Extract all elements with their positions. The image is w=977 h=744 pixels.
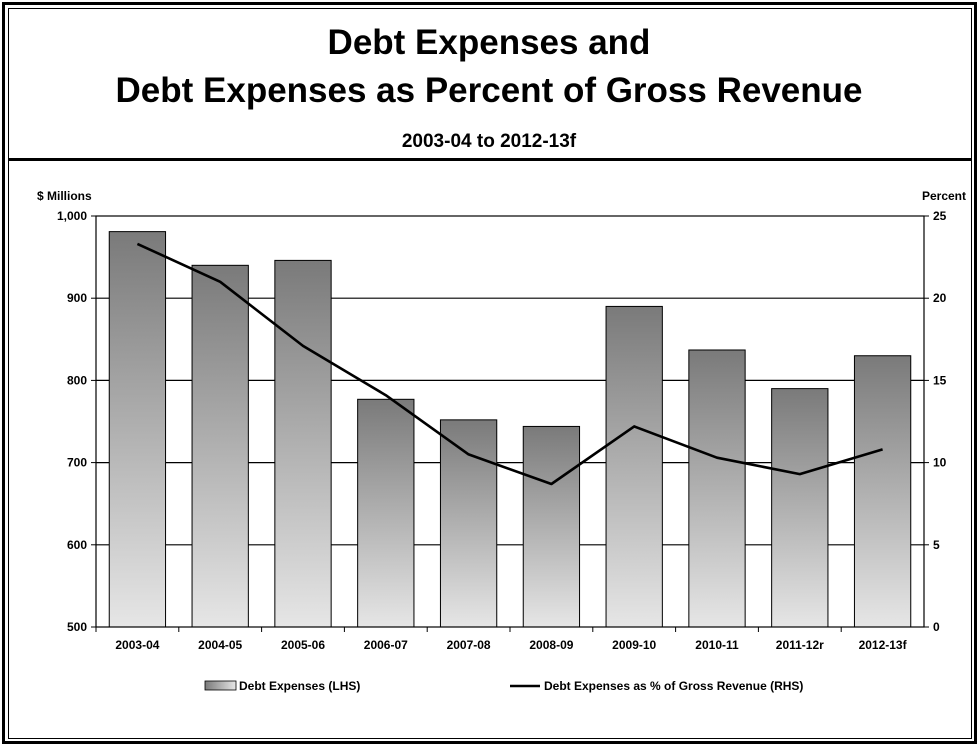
y-axis-left-label: $ Millions bbox=[37, 189, 92, 203]
y-tick-label-left: 600 bbox=[67, 538, 87, 552]
x-tick-label: 2011-12r bbox=[776, 638, 824, 652]
chart-subtitle: 2003-04 to 2012-13f bbox=[401, 131, 577, 152]
bar-2010-11 bbox=[688, 349, 746, 628]
y-tick-label-right: 10 bbox=[933, 456, 947, 470]
title-area: Debt Expenses and Debt Expenses as Perce… bbox=[8, 8, 970, 158]
y-tick-label-left: 800 bbox=[67, 373, 87, 387]
x-tick-label: 2012-13f bbox=[859, 638, 908, 652]
bar-2004-05 bbox=[191, 264, 249, 628]
bar-2005-06 bbox=[274, 259, 332, 628]
y-tick-label-right: 0 bbox=[933, 620, 940, 634]
title-divider bbox=[8, 158, 971, 161]
inner-frame bbox=[8, 8, 972, 739]
bar-2007-08 bbox=[439, 419, 498, 628]
bar-2006-07 bbox=[357, 398, 415, 628]
bar-2009-10 bbox=[605, 305, 663, 628]
y-tick-label-left: 900 bbox=[67, 291, 87, 305]
x-tick-label: 2003-04 bbox=[115, 638, 159, 652]
y-tick-label-left: 700 bbox=[67, 456, 87, 470]
legend-bar-label: Debt Expenses (LHS) bbox=[239, 679, 360, 693]
x-tick-label: 2008-09 bbox=[529, 638, 573, 652]
bar-2012-13f bbox=[853, 355, 912, 628]
x-tick-label: 2007-08 bbox=[447, 638, 491, 652]
chart-title-line-2: Debt Expenses as Percent of Gross Revenu… bbox=[115, 71, 863, 110]
x-tick-label: 2010-11 bbox=[695, 638, 739, 652]
line-series bbox=[136, 242, 883, 486]
bar-2011-12r bbox=[771, 388, 829, 628]
legend-line-label: Debt Expenses as % of Gross Revenue (RHS… bbox=[544, 679, 803, 693]
y-tick-label-right: 5 bbox=[933, 538, 940, 552]
chart-title-line-1: Debt Expenses and bbox=[327, 23, 651, 62]
legend: Debt Expenses (LHS) Debt Expenses as % o… bbox=[204, 679, 803, 693]
x-tick-label: 2004-05 bbox=[198, 638, 242, 652]
bar-2008-09 bbox=[522, 425, 581, 628]
y-tick-label-left: 500 bbox=[67, 620, 87, 634]
x-tick-label: 2005-06 bbox=[281, 638, 325, 652]
y-tick-label-right: 15 bbox=[933, 373, 947, 387]
percent-line bbox=[136, 242, 883, 486]
y-tick-label-right: 25 bbox=[933, 209, 947, 223]
x-tick-label: 2009-10 bbox=[612, 638, 656, 652]
legend-bar-swatch bbox=[204, 680, 237, 691]
y-tick-label-right: 20 bbox=[933, 291, 947, 305]
y-tick-label-left: 1,000 bbox=[57, 209, 87, 223]
axis-labels: $ Millions Percent 500 600 700 800 900 1,000 0… bbox=[37, 189, 966, 652]
bars bbox=[108, 231, 912, 628]
bar-2003-04 bbox=[108, 231, 167, 628]
y-axis-right-label: Percent bbox=[922, 189, 966, 203]
x-tick-label: 2006-07 bbox=[364, 638, 408, 652]
